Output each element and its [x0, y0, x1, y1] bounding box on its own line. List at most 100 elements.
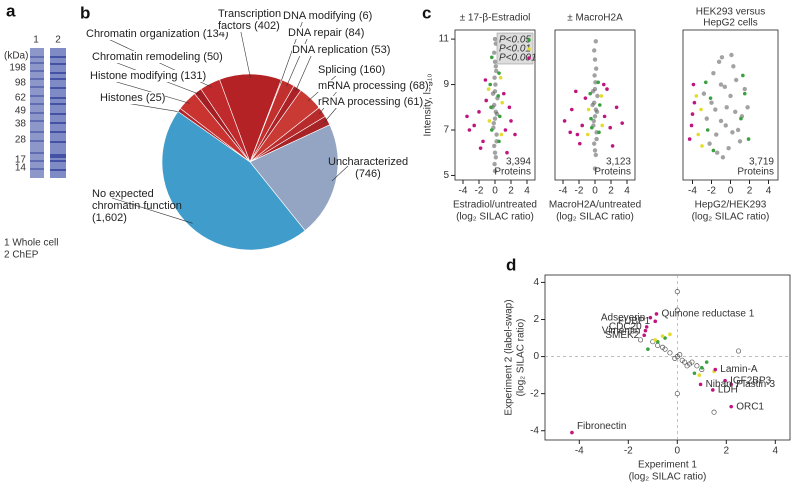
slice-name: No expected chromatin function: [92, 188, 182, 212]
y-tick-label: 9: [443, 79, 449, 90]
data-point: [492, 143, 497, 149]
gel-marker: 198: [9, 63, 26, 74]
gel-band: [50, 78, 66, 80]
plot-title: HepG2 cells: [703, 18, 757, 29]
x-axis-label: MacroH2A/untreated: [549, 200, 641, 211]
data-point: [583, 96, 588, 100]
legend-label: P<0.01: [499, 44, 531, 55]
data-point: [592, 141, 597, 146]
annotation: Proteins: [594, 167, 631, 178]
data-point: [586, 107, 591, 112]
data-point: [500, 100, 505, 105]
data-point: [735, 348, 742, 354]
gel-marker: 49: [15, 106, 27, 117]
data-point: [490, 55, 494, 60]
data-point: [713, 107, 718, 112]
data-point: [653, 338, 658, 342]
x-tick-label: 0: [492, 186, 498, 197]
data-point: [487, 119, 492, 123]
lane-label: 1: [33, 35, 39, 46]
gel-band: [30, 131, 44, 133]
data-point: [667, 350, 673, 356]
data-point: [716, 59, 722, 65]
pie-slice: [249, 124, 339, 232]
data-point: [709, 100, 714, 105]
data-point: [483, 78, 488, 82]
x-tick-label: 0: [728, 186, 734, 197]
data-point: [672, 355, 678, 361]
legend-label: P<0.001: [499, 53, 537, 64]
data-point: [742, 86, 747, 92]
pie-slice: [161, 111, 306, 251]
data-point: [492, 161, 497, 167]
slice-value: (131): [180, 70, 207, 82]
data-point: [698, 382, 703, 387]
data-point: [745, 105, 750, 110]
gel-band: [30, 152, 44, 154]
data-point: [593, 152, 598, 158]
x-tick-label: 2: [508, 186, 514, 197]
data-point: [694, 363, 700, 369]
data-point: [488, 82, 493, 87]
annotation: 3,719: [749, 157, 774, 168]
data-point: [562, 119, 567, 123]
data-point: [734, 77, 739, 83]
plot-frame: [544, 274, 791, 441]
data-point: [731, 64, 736, 69]
slice-value: (746): [355, 168, 381, 180]
slice-label: Histones (25): [100, 92, 166, 104]
point-label: Quinone reductase 1: [661, 309, 754, 320]
data-point: [704, 360, 709, 364]
gel-legend: 2 ChEP: [4, 250, 39, 261]
data-point: [730, 130, 735, 135]
point-label: CDC20: [609, 322, 642, 333]
data-point: [490, 128, 494, 132]
data-point: [679, 357, 685, 363]
leader-line: [323, 105, 339, 123]
data-point: [594, 66, 599, 71]
x-tick-label: 0: [592, 186, 598, 197]
data-point: [723, 378, 727, 383]
x-tick-label: -4: [559, 186, 568, 197]
x-tick-label: 2: [747, 186, 753, 197]
data-point: [705, 128, 710, 132]
slice-value: (68): [409, 80, 429, 92]
data-point: [674, 391, 680, 397]
slice-label: No expected chromatin function (1,602): [92, 188, 202, 224]
data-point: [700, 144, 704, 148]
y-tick-label: 11: [439, 34, 450, 45]
gel-band: [50, 97, 66, 99]
slice-value: (25): [145, 92, 166, 104]
data-point: [723, 123, 728, 128]
data-point: [720, 155, 726, 160]
gel-marker: 17: [15, 155, 27, 166]
data-point: [592, 114, 598, 119]
gel-band: [50, 131, 66, 133]
legend-swatch: [527, 56, 531, 60]
y-tick-label: 4: [533, 277, 539, 288]
data-point: [592, 166, 598, 171]
gel-unit: (kDa): [4, 51, 28, 62]
slice-label: Chromatin organization (134): [86, 28, 229, 40]
y-axis-label: Experiment 2 (label-swap): [504, 299, 515, 415]
slice-name: Chromatin remodeling: [92, 51, 201, 63]
data-point: [704, 80, 708, 85]
gel-marker: 98: [15, 78, 27, 89]
data-point: [674, 289, 680, 295]
annotation: 3,394: [506, 157, 531, 168]
data-point: [590, 102, 595, 108]
pie-slice: [219, 73, 282, 163]
data-point: [494, 68, 499, 74]
data-point: [493, 82, 498, 87]
slice-name: Uncharacterized: [328, 156, 409, 168]
data-point: [490, 91, 496, 96]
gel-marker: 38: [15, 119, 27, 130]
x-tick-label: -2: [707, 186, 716, 197]
gel-band: [30, 140, 44, 142]
data-point: [586, 132, 590, 137]
gel-band: [50, 56, 66, 58]
data-point: [694, 94, 699, 98]
y-tick-label: 5: [443, 170, 449, 181]
gel-marker: 28: [15, 135, 27, 146]
